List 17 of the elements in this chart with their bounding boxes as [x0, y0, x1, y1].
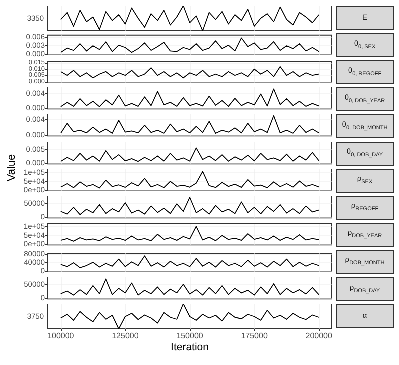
x-tick-label: 200000 — [306, 332, 333, 341]
line-series — [60, 278, 320, 296]
line-series — [60, 89, 320, 108]
x-tick-label: 175000 — [241, 332, 268, 341]
line-series — [60, 38, 320, 54]
x-tick-label: 100000 — [48, 332, 75, 341]
y-axis-title: Value — [6, 152, 18, 184]
line-series — [60, 226, 320, 242]
x-tick-label: 150000 — [176, 332, 204, 341]
line-series — [60, 196, 320, 215]
line-series — [60, 116, 320, 134]
line-series — [60, 170, 320, 188]
line-series — [60, 256, 320, 268]
x-tick-label: 125000 — [112, 332, 140, 341]
x-axis-title: Iteration — [171, 342, 210, 354]
line-series — [60, 66, 320, 79]
line-series — [60, 147, 320, 162]
